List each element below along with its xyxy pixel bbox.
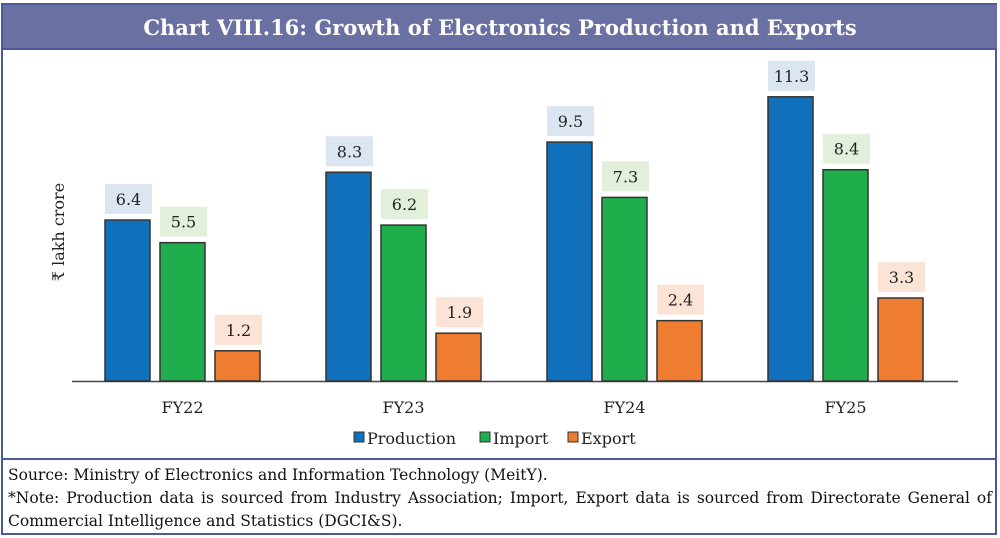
bar-import-FY25	[822, 168, 869, 382]
data-label-bg	[381, 189, 428, 220]
bar-export-FY22	[214, 350, 261, 382]
data-label: 9.5	[558, 112, 583, 131]
bar-import-FY23	[380, 224, 427, 382]
x-tick-label: FY22	[161, 398, 203, 417]
data-label-bg	[823, 133, 870, 164]
x-tick-label: FY25	[824, 398, 866, 417]
data-label-bg	[657, 284, 704, 315]
legend-swatch-export	[567, 431, 579, 443]
bar-production-FY24	[546, 141, 593, 382]
data-label: 3.3	[889, 268, 914, 287]
bar-chart: ₹ lakh crore 6.4 5.5 1.2 FY22 8.3 6.2 1.9 FY23 9…	[49, 60, 958, 448]
data-label-bg	[602, 161, 649, 192]
legend-swatch-production	[353, 431, 365, 443]
chart-frame	[1, 3, 997, 535]
data-label: 5.5	[171, 213, 196, 232]
bar-import-FY22	[159, 241, 206, 382]
data-label-bg	[326, 136, 373, 167]
data-label: 8.3	[337, 142, 362, 161]
bar-production-FY25	[767, 96, 814, 382]
x-tick-label: FY24	[603, 398, 645, 417]
bar-production-FY23	[325, 171, 372, 382]
data-label: 11.3	[774, 67, 810, 86]
data-label: 1.2	[226, 321, 251, 340]
data-label-bg	[547, 106, 594, 137]
data-label-bg	[105, 184, 152, 215]
data-label: 8.4	[834, 140, 859, 159]
data-label-bg	[768, 60, 815, 91]
data-label: 6.4	[116, 190, 141, 209]
data-label: 2.4	[668, 291, 693, 310]
data-label: 1.9	[447, 303, 472, 322]
data-label-bg	[215, 314, 262, 345]
chart-footer: Source: Ministry of Electronics and Info…	[3, 458, 997, 535]
source-note: Source: Ministry of Electronics and Info…	[8, 466, 548, 484]
data-label: 7.3	[613, 167, 638, 186]
legend-label-production: Production	[367, 429, 456, 448]
bar-production-FY22	[104, 219, 151, 382]
data-note: *Note: Production data is sourced from I…	[8, 489, 992, 530]
bar-export-FY24	[656, 319, 703, 382]
data-label-bg	[160, 206, 207, 237]
legend-label-export: Export	[581, 429, 636, 448]
legend-swatch-import	[479, 431, 491, 443]
data-label-bg	[436, 297, 483, 328]
bar-export-FY23	[435, 332, 482, 382]
y-axis-label: ₹ lakh crore	[49, 183, 68, 281]
bar-import-FY24	[601, 196, 648, 382]
data-label: 6.2	[392, 195, 417, 214]
chart-title: Chart VIII.16: Growth of Electronics Pro…	[3, 5, 997, 50]
data-label-bg	[878, 262, 925, 293]
legend-label-import: Import	[493, 429, 549, 448]
x-tick-label: FY23	[382, 398, 424, 417]
bar-export-FY25	[877, 297, 924, 382]
